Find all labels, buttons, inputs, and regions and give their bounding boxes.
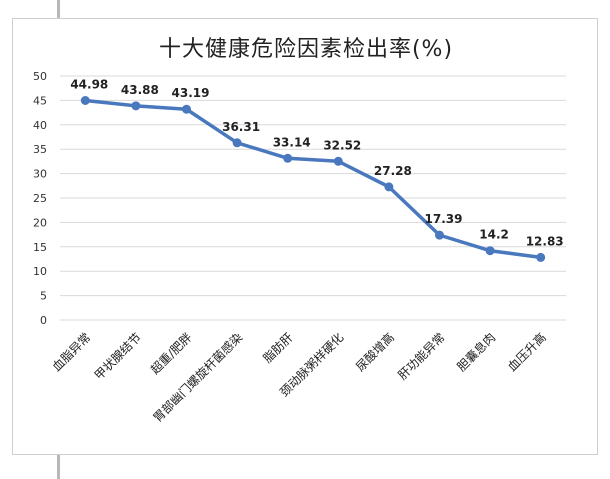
y-tick-label: 30	[33, 168, 47, 181]
data-label: 32.52	[323, 138, 361, 152]
category-label: 甲状腺结节	[92, 330, 144, 382]
y-tick-label: 15	[33, 241, 47, 254]
y-tick-label: 45	[33, 94, 47, 107]
category-label: 胃部幽门螺旋杆菌感染	[150, 330, 245, 425]
page-edge-line-top	[57, 0, 60, 18]
data-point	[182, 104, 191, 114]
data-label: 14.2	[479, 228, 509, 242]
y-tick-label: 5	[40, 290, 47, 303]
data-point	[232, 138, 242, 148]
y-tick-label: 25	[33, 192, 47, 205]
data-point	[536, 252, 546, 262]
y-tick-label: 0	[40, 314, 47, 327]
y-tick-label: 35	[33, 143, 47, 156]
data-label: 33.14	[273, 135, 311, 149]
category-label: 胆囊息肉	[454, 330, 499, 375]
data-label: 44.98	[70, 77, 108, 91]
y-tick-label: 10	[33, 265, 47, 278]
category-label: 血压升高	[504, 330, 549, 375]
data-point	[283, 153, 293, 163]
data-label: 43.19	[172, 86, 210, 100]
category-label: 脂肪肝	[260, 330, 296, 366]
data-label: 43.88	[121, 83, 159, 97]
data-point	[131, 101, 141, 111]
series-line	[83, 98, 543, 260]
category-label: 超重/肥胖	[147, 330, 194, 377]
y-tick-label: 20	[33, 216, 47, 229]
data-label: 12.83	[526, 234, 564, 248]
chart-frame: 十大健康危险因素检出率(%)	[12, 18, 598, 455]
category-label: 尿酸增高	[352, 330, 397, 375]
chart-title: 十大健康危险因素检出率(%)	[158, 37, 454, 62]
data-label: 27.28	[374, 164, 412, 178]
category-label: 血脂异常	[49, 330, 94, 375]
data-point	[333, 156, 343, 166]
data-point	[384, 182, 394, 192]
data-point	[80, 95, 90, 105]
data-point	[485, 246, 495, 256]
page-edge-line-bottom	[57, 455, 60, 479]
y-tick-label: 50	[33, 70, 47, 83]
data-point	[435, 230, 444, 240]
data-label: 17.39	[425, 212, 463, 226]
y-tick-label: 40	[33, 119, 47, 132]
category-label: 肝功能异常	[395, 330, 447, 382]
data-label: 36.31	[222, 120, 260, 134]
